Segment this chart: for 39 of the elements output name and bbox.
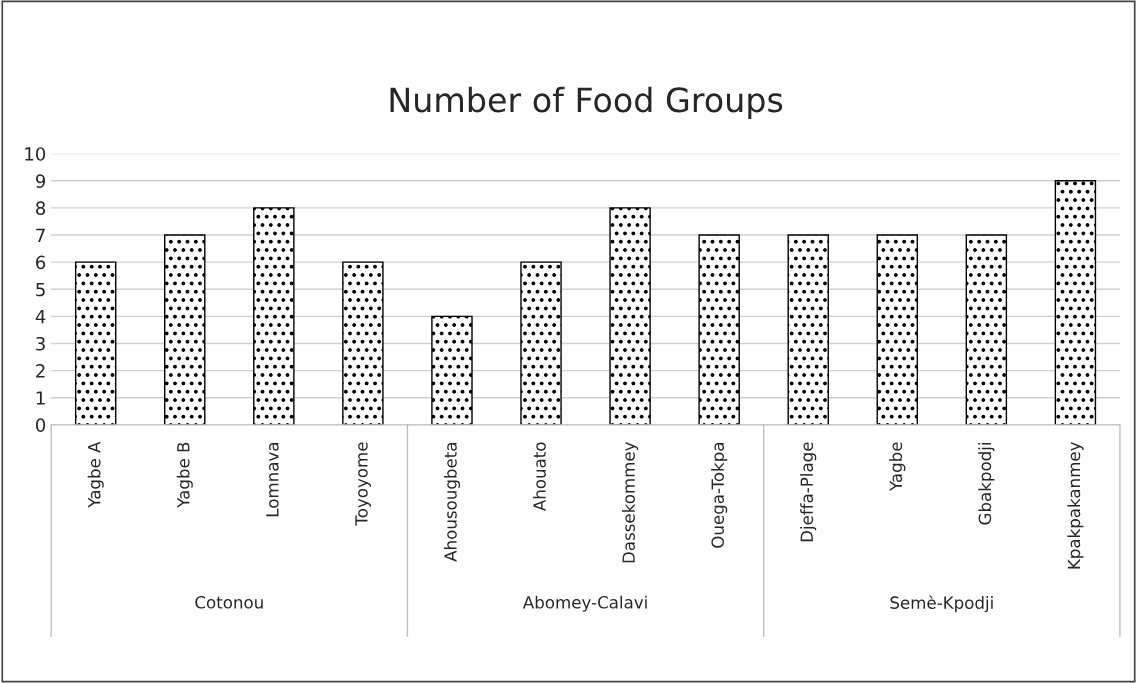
- bar: [787, 234, 829, 425]
- bar: [431, 315, 473, 425]
- bar: [164, 234, 206, 425]
- text: Abomey-Calavi: [522, 595, 647, 612]
- bar: [253, 207, 295, 425]
- x-tick-label: Yagbe B: [176, 442, 193, 508]
- x-tick-label: Kpakpakanmey: [1067, 441, 1084, 569]
- y-tick-label: 2: [36, 364, 45, 378]
- y-tick-label: 7: [36, 228, 45, 242]
- chart-title: Number of Food Groups: [390, 86, 783, 119]
- x-tick-label: Djeffa-Plage: [800, 442, 817, 542]
- y-tick-label: 3: [36, 336, 45, 351]
- x-tick-label: Ouega-Tokpa: [711, 443, 728, 548]
- text: Semè-Kpodji: [890, 595, 993, 613]
- y-tick-label: 0: [36, 418, 46, 432]
- bar: [609, 207, 651, 425]
- x-tick-label: Gbakpodji: [978, 443, 995, 525]
- y-tick-label: 4: [35, 310, 46, 324]
- x-tick-label: Yagbe: [889, 442, 906, 492]
- y-tick-label: 9: [35, 174, 46, 188]
- text: Cotonou: [195, 596, 263, 609]
- y-tick-label: 5: [36, 282, 45, 297]
- bar: [876, 234, 919, 425]
- x-tick-label: Ahousougbeta: [443, 443, 461, 562]
- x-tick-label: Ahouato: [532, 442, 546, 512]
- x-tick-label: Yagbe A: [87, 441, 104, 508]
- bar: [74, 261, 117, 425]
- bar: [520, 261, 562, 425]
- x-tick-label: Toyoyome: [355, 442, 371, 526]
- x-tick-label: Dassekommey: [622, 441, 639, 563]
- y-tick-label: 10: [25, 147, 46, 161]
- y-tick-label: 6: [36, 255, 46, 270]
- bar: [698, 234, 740, 425]
- bar: [965, 234, 1008, 425]
- bar: [1054, 180, 1097, 425]
- y-tick-label: 1: [36, 391, 45, 405]
- bar: [342, 261, 384, 425]
- y-tick-label: 8: [36, 201, 46, 216]
- x-tick-label: Lomnava: [266, 443, 279, 517]
